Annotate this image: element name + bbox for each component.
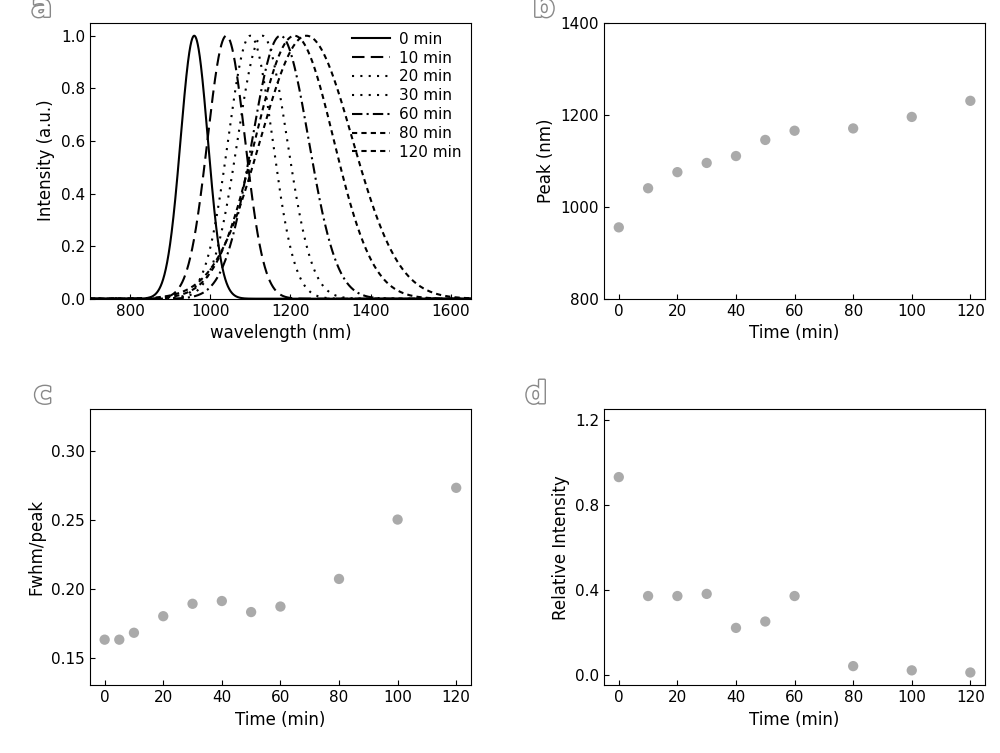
Point bbox=[962, 95, 978, 107]
Text: b: b bbox=[533, 0, 555, 23]
Point bbox=[111, 634, 127, 646]
Text: d: d bbox=[525, 380, 547, 409]
Point bbox=[728, 150, 744, 162]
Point bbox=[390, 514, 406, 526]
Point bbox=[699, 157, 715, 169]
Point bbox=[214, 595, 230, 607]
Text: a: a bbox=[31, 0, 52, 23]
Y-axis label: Intensity (a.u.): Intensity (a.u.) bbox=[37, 100, 55, 221]
Point bbox=[728, 622, 744, 634]
Point bbox=[448, 482, 464, 494]
Point bbox=[787, 590, 803, 602]
X-axis label: wavelength (nm): wavelength (nm) bbox=[210, 324, 351, 342]
Text: c: c bbox=[34, 380, 52, 409]
Point bbox=[331, 573, 347, 585]
Point bbox=[787, 125, 803, 137]
Point bbox=[904, 664, 920, 676]
X-axis label: Time (min): Time (min) bbox=[749, 711, 840, 729]
Point bbox=[699, 588, 715, 600]
Point bbox=[611, 221, 627, 233]
Point bbox=[185, 598, 201, 610]
Point bbox=[243, 606, 259, 618]
Point bbox=[640, 182, 656, 194]
Point bbox=[845, 660, 861, 672]
Point bbox=[126, 626, 142, 639]
Point bbox=[757, 134, 773, 146]
Legend: 0 min, 10 min, 20 min, 30 min, 60 min, 80 min, 120 min: 0 min, 10 min, 20 min, 30 min, 60 min, 8… bbox=[346, 26, 468, 166]
Point bbox=[272, 601, 288, 613]
Text: a: a bbox=[33, 0, 52, 23]
Point bbox=[640, 590, 656, 602]
Y-axis label: Fwhm/peak: Fwhm/peak bbox=[28, 499, 46, 595]
Point bbox=[904, 111, 920, 123]
Point bbox=[97, 634, 113, 646]
X-axis label: Time (min): Time (min) bbox=[235, 711, 326, 729]
Point bbox=[611, 471, 627, 483]
Y-axis label: Relative Intensity: Relative Intensity bbox=[552, 475, 570, 620]
Point bbox=[669, 590, 685, 602]
X-axis label: Time (min): Time (min) bbox=[749, 324, 840, 342]
Point bbox=[669, 166, 685, 178]
Point bbox=[845, 123, 861, 135]
Point bbox=[962, 666, 978, 678]
Point bbox=[757, 615, 773, 627]
Y-axis label: Peak (nm): Peak (nm) bbox=[537, 118, 555, 203]
Point bbox=[155, 610, 171, 622]
